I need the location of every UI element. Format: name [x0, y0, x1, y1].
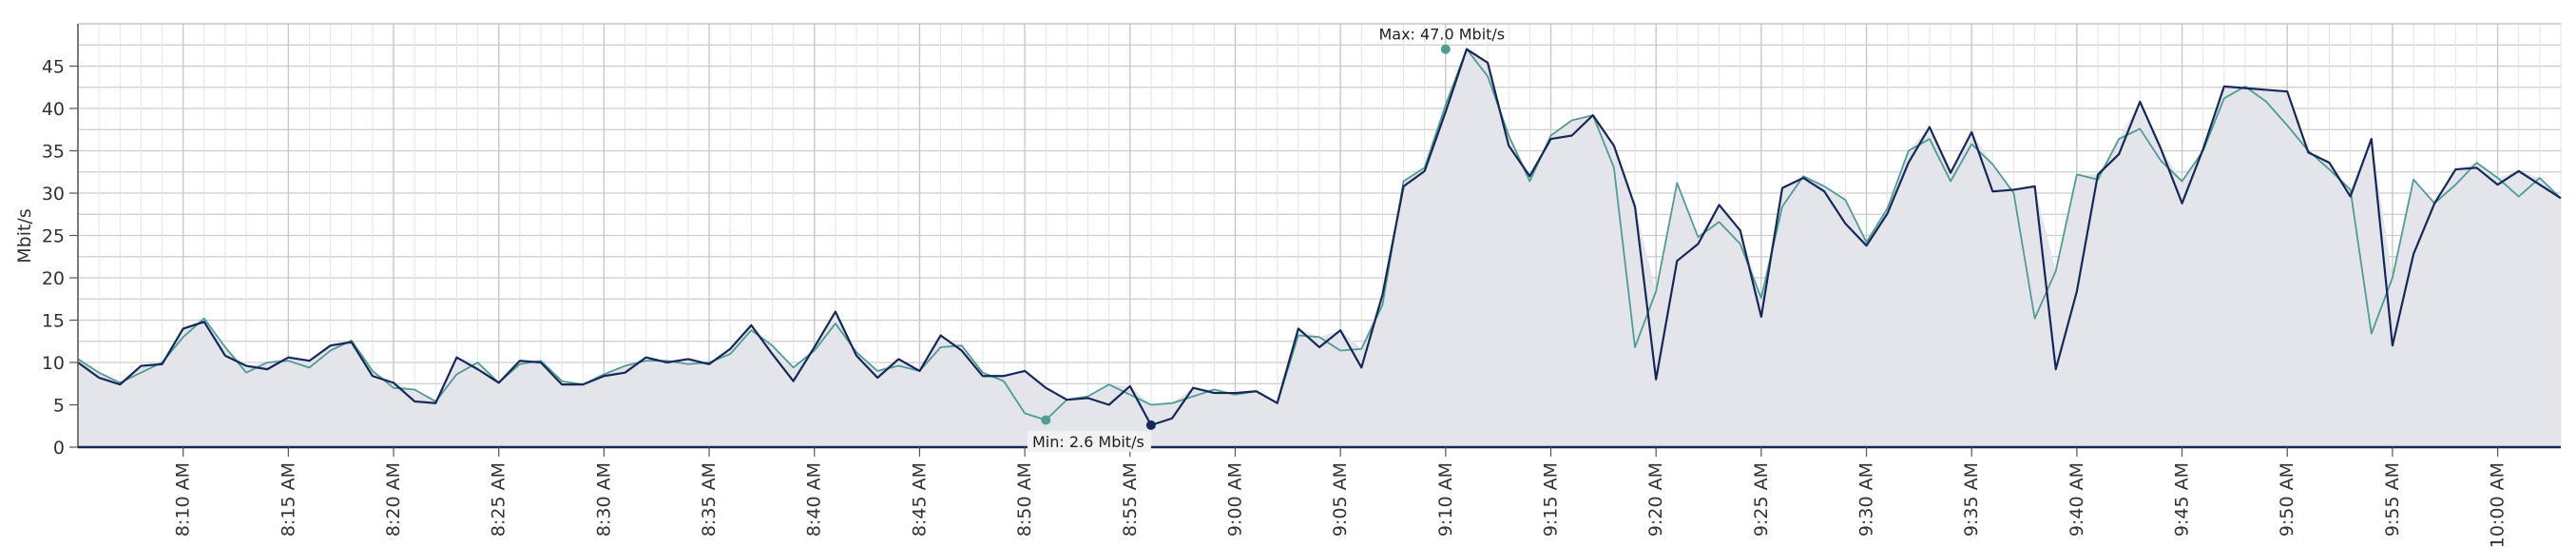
x-tick-label: 9:00 AM — [1224, 462, 1245, 537]
y-tick-label: 40 — [42, 99, 65, 120]
x-tick-label: 9:15 AM — [1540, 462, 1561, 537]
axes — [77, 23, 2561, 449]
x-tick-label: 9:55 AM — [2382, 462, 2403, 537]
y-axis-ticks: 0 5 10 15 20 25 30 35 40 45 — [42, 57, 78, 459]
y-tick-label: 20 — [42, 268, 65, 289]
y-tick-label: 10 — [42, 353, 65, 374]
series-lines-layer — [77, 48, 2562, 426]
max-annotation: Max: 47.0 Mbit/s — [1378, 26, 1505, 44]
y-tick-label: 45 — [42, 57, 65, 78]
x-tick-label: 8:10 AM — [173, 462, 194, 537]
x-tick-label: 9:05 AM — [1330, 462, 1351, 537]
x-tick-label: 9:10 AM — [1435, 462, 1456, 537]
x-tick-label: 8:55 AM — [1120, 462, 1141, 537]
x-tick-label: 9:25 AM — [1751, 462, 1772, 537]
x-tick-label: 9:50 AM — [2277, 462, 2297, 537]
y-tick-label: 15 — [42, 311, 65, 332]
min-marker — [1145, 420, 1156, 430]
x-tick-label: 9:45 AM — [2172, 462, 2193, 537]
x-axis-ticks: 8:10 AM 8:15 AM 8:20 AM 8:25 AM 8:30 AM 8:35 … — [173, 447, 2509, 548]
x-tick-label: 9:30 AM — [1856, 462, 1877, 537]
area-fill-layer — [78, 49, 2561, 447]
x-tick-label: 9:40 AM — [2067, 462, 2087, 537]
area-fill — [78, 49, 2561, 447]
y-tick-label: 25 — [42, 226, 65, 247]
series-line-teal — [77, 48, 2562, 421]
y-tick-label: 35 — [42, 142, 65, 163]
min-annotation-background — [1027, 430, 1151, 452]
x-tick-label: 8:40 AM — [804, 462, 825, 537]
x-tick-label: 8:25 AM — [489, 462, 509, 537]
y-axis-title: Mbit/s — [14, 208, 35, 263]
x-tick-label: 9:35 AM — [1961, 462, 1982, 537]
x-tick-label: 8:50 AM — [1014, 462, 1035, 537]
x-tick-label: 8:20 AM — [383, 462, 404, 537]
y-tick-label: 0 — [53, 438, 65, 459]
y-tick-label: 30 — [42, 184, 65, 205]
x-tick-label: 10:00 AM — [2488, 462, 2509, 548]
x-tick-label: 9:20 AM — [1645, 462, 1666, 537]
annotations: Max: 47.0 Mbit/s Min: 2.6 Mbit/s — [1027, 26, 1505, 452]
series-line-dark — [77, 48, 2562, 426]
max-marker — [1440, 44, 1451, 54]
teal-min-marker — [1041, 415, 1051, 425]
x-tick-label: 8:35 AM — [699, 462, 720, 537]
x-tick-label: 8:30 AM — [593, 462, 614, 537]
x-tick-label: 8:45 AM — [909, 462, 930, 537]
min-annotation: Min: 2.6 Mbit/s — [1032, 433, 1144, 451]
x-tick-label: 8:15 AM — [278, 462, 298, 537]
y-tick-label: 5 — [53, 396, 65, 417]
